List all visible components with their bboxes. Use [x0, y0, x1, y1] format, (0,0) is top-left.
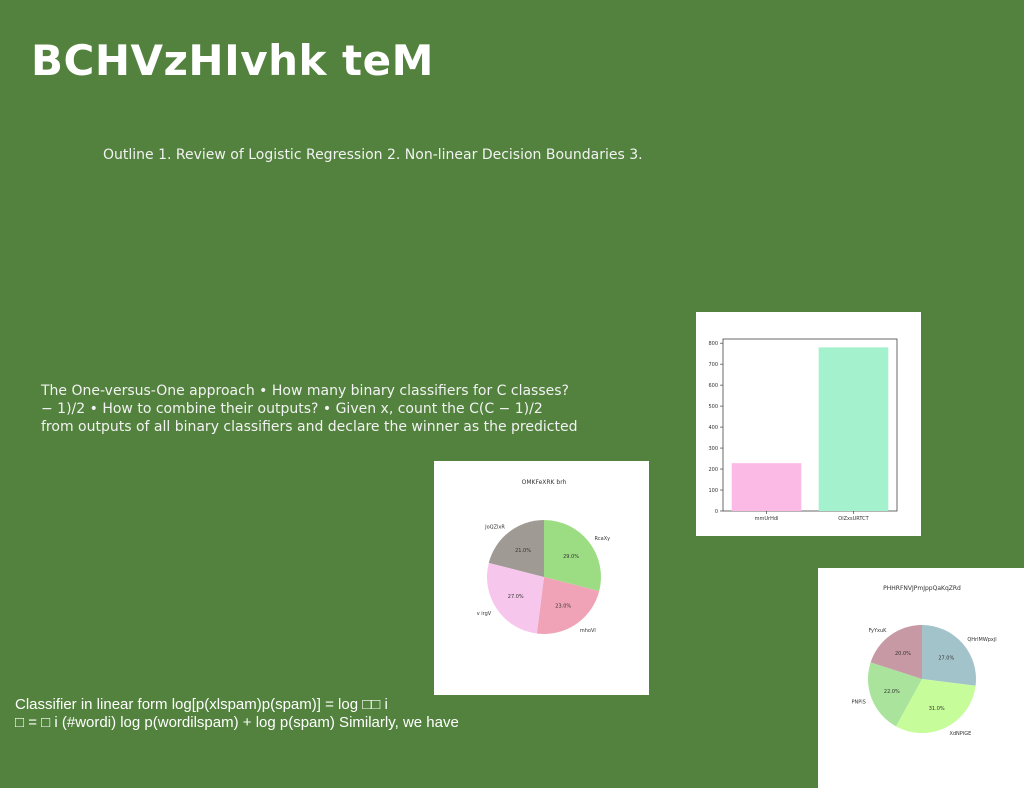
slice-percent-label: 31.0%	[929, 706, 945, 712]
pie-slice	[895, 679, 976, 733]
pie-slice	[544, 520, 601, 592]
y-tick-label: 600	[708, 383, 718, 389]
slide-title: BCHVzHIvhk teM	[31, 36, 434, 85]
bar-chart: 0 100 200 300 400 500 600 700 800 mmUrHdl OlZxsURT…	[708, 338, 898, 522]
slice-label: JoQZlxR	[484, 525, 505, 531]
plot-frame	[722, 338, 898, 512]
pie-chart-2: PHHRFNVJPmJppQaKqZRd 27.0% QHrlMWpxjl 31.0%…	[852, 585, 997, 737]
outline-text: Outline 1. Review of Logistic Regression…	[103, 147, 643, 163]
slice-percent-label: 23.0%	[555, 603, 571, 609]
one-versus-one-text: The One-versus-One approach • How many b…	[41, 382, 577, 436]
pie-chart-1-panel: OMKFeXRK brh 29.0% RcaXy 23.0% mhoVl 27.0% v i…	[434, 461, 649, 695]
ovo-line: The One-versus-One approach • How many b…	[41, 383, 569, 399]
slice-percent-label: 22.0%	[884, 689, 900, 695]
y-tick-label: 200	[708, 467, 718, 473]
slice-label: FyYxuK	[869, 628, 888, 634]
pie-chart-2-panel: PHHRFNVJPmJppQaKqZRd 27.0% QHrlMWpxjl 31.0%…	[818, 568, 1024, 788]
y-tick-label: 100	[708, 488, 718, 494]
ovo-line: from outputs of all binary classifiers a…	[41, 419, 578, 435]
slice-label: XdNPIGE	[949, 731, 971, 737]
slice-label: v irgV	[477, 611, 492, 617]
x-tick-label: mmUrHdl	[755, 516, 779, 522]
y-tick-label: 300	[708, 446, 718, 452]
slice-label: PNPiS	[852, 699, 866, 705]
y-tick-label: 800	[708, 341, 718, 347]
pie-slice	[488, 520, 544, 577]
pie-slice	[922, 625, 976, 686]
classifier-line: Classifier in linear form log[p(xlspam)p…	[15, 696, 388, 713]
y-tick-label: 500	[708, 404, 718, 410]
ovo-line: − 1)/2 • How to combine their outputs? •…	[41, 401, 543, 417]
pie-slice	[868, 662, 922, 727]
classifier-line: □ = □ i (#wordi) log p(wordilspam) + log…	[15, 714, 459, 731]
pie-chart-1: OMKFeXRK brh 29.0% RcaXy 23.0% mhoVl 27.0% v i…	[477, 479, 610, 634]
y-tick-label: 700	[708, 362, 718, 368]
pie-slice	[487, 562, 544, 634]
y-tick-label: 0	[715, 509, 718, 515]
slice-percent-label: 27.0%	[938, 656, 954, 662]
bar	[731, 463, 802, 511]
slice-label: RcaXy	[594, 536, 610, 542]
bar-chart-panel: 0 100 200 300 400 500 600 700 800 mmUrHdl OlZxsURT…	[696, 312, 921, 536]
slice-percent-label: 21.0%	[515, 548, 531, 554]
slice-percent-label: 27.0%	[508, 594, 524, 600]
x-tick-label: OlZxsURTCT	[838, 516, 869, 522]
chart-title: OMKFeXRK brh	[522, 479, 567, 486]
slice-label: mhoVl	[580, 628, 596, 634]
classifier-text: Classifier in linear form log[p(xlspam)p…	[15, 696, 459, 732]
bar	[818, 347, 889, 511]
chart-title: PHHRFNVJPmJppQaKqZRd	[883, 585, 961, 592]
pie-slice	[870, 625, 922, 679]
slice-label: QHrlMWpxjl	[967, 637, 996, 643]
pie-slice	[536, 577, 600, 634]
slice-percent-label: 20.0%	[895, 651, 911, 657]
y-tick-label: 400	[708, 425, 718, 431]
slice-percent-label: 29.0%	[563, 554, 579, 560]
